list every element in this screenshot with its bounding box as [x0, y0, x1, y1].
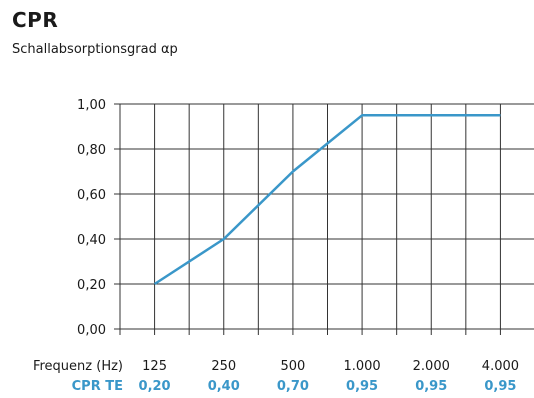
data-value-label: 0,95 [415, 379, 447, 394]
y-tick-label: 1,00 [77, 98, 106, 113]
y-axis-ticks: 0,00 0,20 0,40 0,60 0,80 1,00 [77, 98, 106, 338]
grid-layer [114, 103, 534, 335]
data-value-label: 0,20 [139, 379, 171, 394]
x-tick-label: 500 [281, 359, 306, 374]
data-value-label: 0,95 [484, 379, 516, 394]
y-tick-label: 0,00 [77, 323, 106, 338]
series-line-cpr-te [153, 114, 501, 286]
y-tick-label: 0,60 [77, 188, 106, 203]
y-tick-label: 0,40 [77, 233, 106, 248]
frequency-row-label: Frequenz (Hz) [33, 359, 123, 374]
data-value-label: 0,95 [346, 379, 378, 394]
data-table: Frequenz (Hz) 125 250 500 1.000 2.000 4.000 CPR… [33, 359, 519, 394]
chart-subtitle: Schallabsorptionsgrad αp [12, 42, 178, 57]
data-value-label: 0,70 [277, 379, 309, 394]
y-tick-label: 0,20 [77, 278, 106, 293]
x-tick-label: 2.000 [413, 359, 450, 374]
series-row-label: CPR TE [72, 379, 123, 394]
page-title: CPR [12, 8, 59, 32]
x-tick-label: 1.000 [343, 359, 380, 374]
series-layer [153, 114, 501, 286]
x-tick-label: 250 [211, 359, 236, 374]
x-tick-label: 4.000 [482, 359, 519, 374]
y-tick-label: 0,80 [77, 143, 106, 158]
x-tick-label: 125 [142, 359, 167, 374]
data-value-label: 0,40 [208, 379, 240, 394]
